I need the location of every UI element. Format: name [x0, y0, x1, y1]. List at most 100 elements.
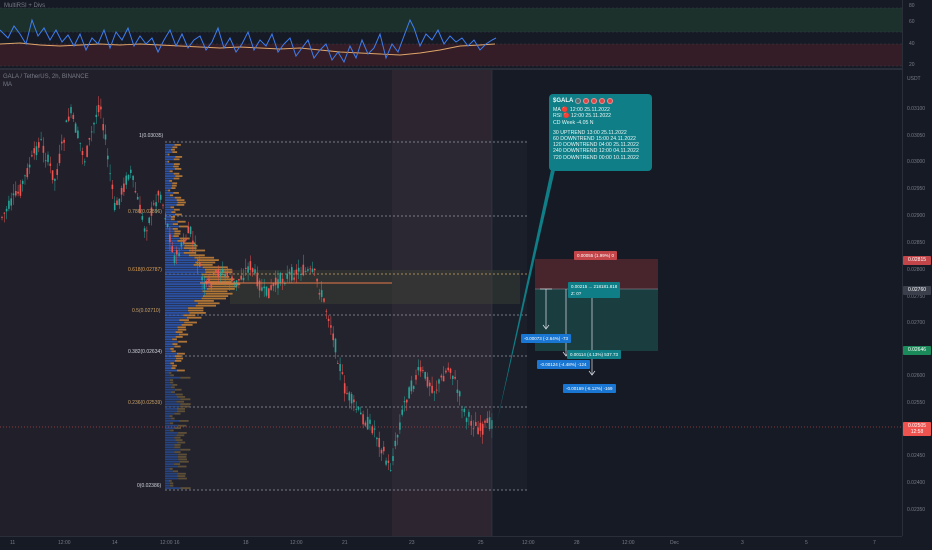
price-axis-label: 0.02800: [907, 267, 926, 273]
volume-profile-bar: [165, 196, 175, 199]
time-axis-label: 28: [574, 540, 580, 546]
projection-badge-3[interactable]: -0.00169 (-6.12%) -169: [563, 384, 616, 393]
volume-profile-bar: [165, 408, 178, 410]
candle-body: [327, 318, 330, 322]
candle-body: [123, 183, 125, 192]
volume-profile-bar: [176, 369, 185, 372]
price-axis-label: 0.02450: [907, 453, 926, 459]
volume-profile-bar: [170, 484, 174, 487]
volume-profile-bar: [165, 470, 173, 473]
volume-profile-bar: [165, 182, 173, 185]
candle-body: [212, 272, 215, 274]
fib-label-0618: 0.618(0.02787): [128, 267, 162, 273]
info-title-row: $GALA: [553, 98, 648, 105]
price-axis-label: 0.02350: [907, 507, 926, 513]
info-line: 30 UPTREND 13:00 25.11.2022: [553, 129, 627, 136]
volume-profile-bar: [176, 204, 185, 206]
candle-body: [5, 208, 8, 212]
candle-body: [208, 278, 210, 282]
target-badge[interactable]: 0.00114 (4.13%) 537.73: [567, 350, 621, 359]
candle-body: [350, 394, 353, 404]
volume-profile-bar: [184, 244, 198, 247]
volume-profile-bar: [173, 177, 180, 180]
volume-profile-bar: [165, 172, 174, 175]
volume-profile-bar: [175, 336, 183, 338]
candle-body: [182, 238, 185, 243]
volume-profile-bar: [177, 472, 186, 475]
volume-profile-bar: [165, 151, 173, 153]
candle-body: [210, 281, 213, 288]
volume-profile-bar: [177, 465, 187, 468]
candle-body: [369, 419, 371, 424]
candle-body: [107, 155, 109, 160]
candle-body: [247, 266, 249, 273]
volume-profile-bar: [177, 475, 186, 477]
candle-body: [63, 139, 65, 143]
candle-body: [238, 279, 240, 281]
volume-profile-bar: [202, 266, 228, 269]
volume-profile-bar: [165, 187, 172, 189]
rsi-axis-label: 80: [909, 3, 915, 9]
volume-profile-bar: [179, 319, 189, 321]
volume-profile-bar: [167, 153, 170, 156]
volume-profile-bar: [165, 410, 177, 413]
volume-profile-bar: [165, 412, 175, 415]
volume-profile-bar: [165, 223, 173, 225]
volume-profile-bar: [165, 372, 169, 374]
volume-profile-bar: [165, 204, 177, 206]
price-axis[interactable]: 80 60 40 20 USDT 0.03100 0.03050 0.03000 0.…: [902, 0, 932, 536]
volume-profile-bar: [165, 148, 171, 151]
volume-profile-bar: [171, 211, 176, 213]
stop-badge[interactable]: 0.00055 (1.99%) 0: [574, 251, 618, 260]
signal-info-box[interactable]: $GALA MA 🔴 12:00 25.11.2022 RSI 🔴 12:00 …: [549, 94, 652, 171]
rsi-axis-label: 40: [909, 41, 915, 47]
candle-body: [383, 446, 385, 452]
volume-profile-bar: [177, 328, 187, 331]
volume-profile-bar: [165, 396, 178, 398]
candle-body: [189, 226, 192, 235]
volume-profile-bar: [165, 482, 170, 485]
volume-profile-bar: [165, 192, 174, 194]
volume-profile-bar: [174, 444, 181, 446]
volume-profile-bar: [179, 420, 189, 422]
candle-body: [58, 153, 61, 164]
volume-profile-bar: [170, 386, 175, 389]
pane-divider[interactable]: [0, 68, 932, 70]
candle-body: [222, 269, 224, 273]
price-axis-label: 0.02550: [907, 400, 926, 406]
candle-body: [279, 273, 282, 283]
volume-profile-bar: [165, 333, 179, 336]
volume-profile-bar: [169, 379, 174, 381]
entry-badge[interactable]: 0.00215 ... 218181.818 Z: 0?: [568, 282, 621, 298]
fib-label-0786: 0.786(0.02896): [128, 209, 162, 215]
volume-profile-bar: [165, 362, 171, 365]
volume-profile-bar: [165, 156, 176, 158]
projection-badge-1[interactable]: -0.00073 (-2.64%) -73: [521, 334, 572, 343]
candle-body: [26, 168, 29, 178]
volume-profile-bar: [165, 475, 178, 477]
volume-profile-bar: [171, 350, 176, 353]
volume-profile-bar: [165, 453, 179, 456]
candle-body: [435, 389, 438, 391]
volume-profile-bar: [165, 352, 177, 355]
candle-body: [93, 122, 95, 125]
volume-profile-bar: [175, 439, 183, 441]
volume-profile-bar: [165, 357, 176, 360]
projection-badge-2[interactable]: -0.00124 (-4.48%) -124: [537, 360, 590, 369]
candle-body: [406, 399, 408, 403]
price-chart-pane[interactable]: GALA / TetherUS, 2h, BINANCE MA: [0, 70, 902, 536]
volume-profile-bar: [195, 261, 216, 264]
volume-profile-bar: [194, 300, 214, 302]
volume-profile-bar: [165, 177, 174, 180]
rsi-pane[interactable]: MultiRSI + Divs: [0, 0, 902, 68]
time-axis[interactable]: 11 12:00 14 12:00 16 18 12:00 21 23 25 12:00 28 12:0…: [0, 536, 902, 550]
volume-profile-bar: [165, 477, 179, 480]
candle-body: [470, 420, 472, 426]
candle-body: [47, 154, 49, 163]
volume-profile-bar: [180, 487, 191, 489]
candle-body: [139, 204, 141, 214]
candle-body: [81, 150, 84, 156]
volume-profile-bar: [201, 273, 227, 276]
volume-profile-bar: [170, 417, 175, 420]
candle-body: [396, 435, 399, 438]
